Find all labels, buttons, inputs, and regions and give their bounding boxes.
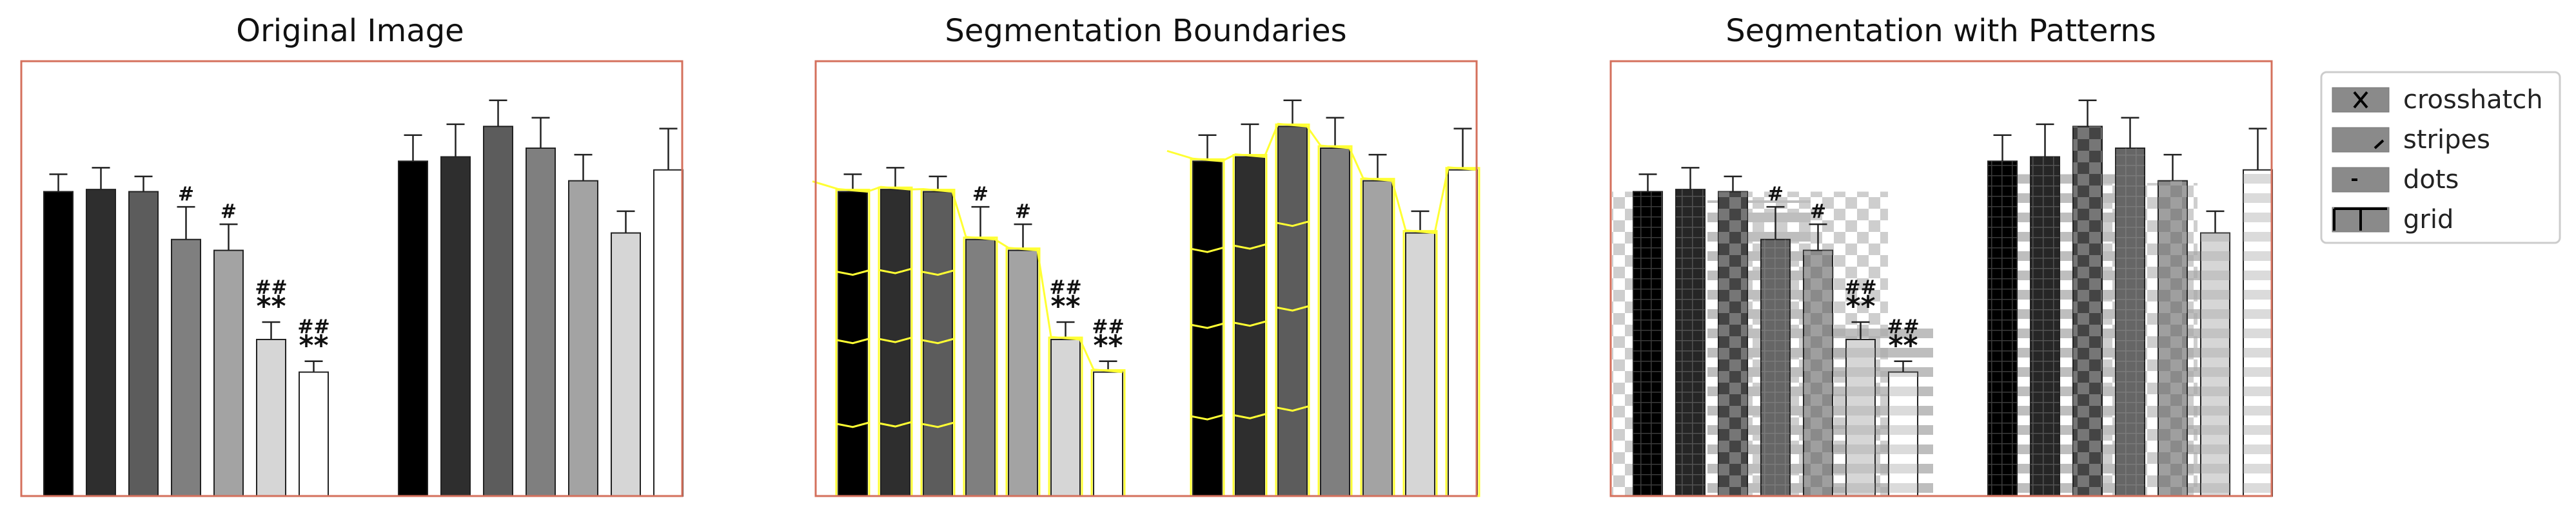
segment-boundary xyxy=(1190,246,1224,253)
bar-pattern xyxy=(2158,180,2187,496)
bar xyxy=(1320,148,1350,497)
segment-boundary xyxy=(921,421,955,428)
bar-pattern xyxy=(1718,191,1747,496)
bar-pattern xyxy=(1676,189,1705,496)
legend-label: crosshatch xyxy=(2403,85,2543,115)
panel-title: Segmentation with Patterns xyxy=(1726,13,2156,49)
legend-label: stripes xyxy=(2403,125,2490,155)
panel-title: Segmentation Boundaries xyxy=(945,13,1346,49)
segment-boundary xyxy=(1233,243,1267,250)
significance-label: ## xyxy=(255,276,287,299)
significance-label: ## xyxy=(1092,316,1124,338)
segment-boundary xyxy=(878,267,912,274)
panel-original: Original Image ##**##**## xyxy=(20,13,683,497)
segment-boundary xyxy=(878,421,912,428)
significance-label: # xyxy=(1810,200,1826,223)
bar xyxy=(256,339,286,497)
segment-boundary xyxy=(1190,414,1224,421)
bar-pattern xyxy=(1804,250,1833,496)
bar xyxy=(171,238,201,497)
significance-label: # xyxy=(178,183,194,205)
bar xyxy=(653,169,683,497)
significance-label: ## xyxy=(1049,276,1081,299)
plot-frame xyxy=(20,60,683,497)
segment-boundary xyxy=(1190,322,1224,329)
bar-pattern xyxy=(2201,233,2230,496)
legend-entry-grid: grid xyxy=(2332,205,2453,234)
legend-entry-dots: dots xyxy=(2332,165,2459,195)
segment-boundary xyxy=(1275,405,1310,412)
significance-label: ## xyxy=(297,316,329,338)
segment-boundary xyxy=(921,269,955,276)
significance-label: # xyxy=(1015,200,1031,223)
bar xyxy=(1008,249,1038,497)
plot-frame xyxy=(814,60,1478,497)
segment-boundary xyxy=(1233,320,1267,327)
bar xyxy=(1362,180,1393,497)
bar xyxy=(398,160,428,497)
segment-boundary xyxy=(1233,412,1267,419)
bar-pattern xyxy=(1889,372,1918,496)
segment-boundary xyxy=(1275,305,1310,312)
bar xyxy=(43,191,74,497)
significance-label: ** xyxy=(1845,290,1875,323)
significance-label: # xyxy=(972,183,988,205)
significance-label: ** xyxy=(1888,329,1918,362)
significance-label: ** xyxy=(299,329,328,362)
legend-box xyxy=(2320,71,2561,244)
legend-entry-stripes: stripes xyxy=(2332,125,2490,155)
significance-label: # xyxy=(221,200,237,223)
bar xyxy=(483,126,513,497)
bar xyxy=(1405,232,1435,497)
bar xyxy=(568,180,598,497)
legend-entry-crosshatch: crosshatch xyxy=(2332,85,2543,115)
bar-pattern xyxy=(1633,191,1662,496)
significance-label: ** xyxy=(1093,329,1123,362)
segment-boundary xyxy=(921,338,955,345)
significance-label: ** xyxy=(1050,290,1080,323)
bar xyxy=(1050,339,1081,497)
dots-icon xyxy=(2332,167,2390,193)
bar-pattern xyxy=(2073,126,2102,496)
bar-pattern xyxy=(1846,339,1875,496)
panel-title: Original Image xyxy=(236,13,464,49)
significance-label: ## xyxy=(1887,316,1919,338)
bar xyxy=(1448,169,1478,497)
legend: crosshatch stripes dots grid xyxy=(2320,71,2561,244)
bar-pattern xyxy=(2030,157,2060,496)
bar xyxy=(128,191,159,497)
bar-pattern xyxy=(1761,239,1790,496)
panel-boundaries: Segmentation Boundaries ##**##**## xyxy=(812,13,1480,497)
significance-label: ## xyxy=(1844,276,1876,299)
grid-icon xyxy=(2332,207,2390,233)
crosshatch-icon xyxy=(2332,87,2390,113)
bar xyxy=(299,371,329,497)
bar-pattern xyxy=(2243,169,2272,496)
bar xyxy=(1093,371,1123,497)
bar xyxy=(213,249,244,497)
panel-patterns: Segmentation with Patterns ##**##**## xyxy=(1609,13,2273,497)
significance-label: ** xyxy=(256,290,286,323)
segment-boundary xyxy=(836,269,870,276)
bar-pattern xyxy=(1988,161,2017,496)
bar-pattern xyxy=(2116,148,2145,496)
bar xyxy=(440,156,471,497)
segment-boundary xyxy=(1275,220,1310,227)
segment-boundary xyxy=(836,421,870,428)
segment-boundary xyxy=(878,336,912,343)
legend-label: grid xyxy=(2403,205,2453,234)
significance-label: # xyxy=(1767,183,1784,205)
stripes-icon xyxy=(2332,127,2390,153)
segment-boundary xyxy=(836,338,870,345)
legend-label: dots xyxy=(2403,165,2459,195)
segment-contour xyxy=(812,180,1123,374)
segment-contour xyxy=(1166,122,1478,234)
bar xyxy=(611,232,641,497)
bar xyxy=(526,148,556,497)
plot-frame xyxy=(1609,60,2273,497)
bar xyxy=(965,238,996,497)
bar xyxy=(86,189,116,497)
